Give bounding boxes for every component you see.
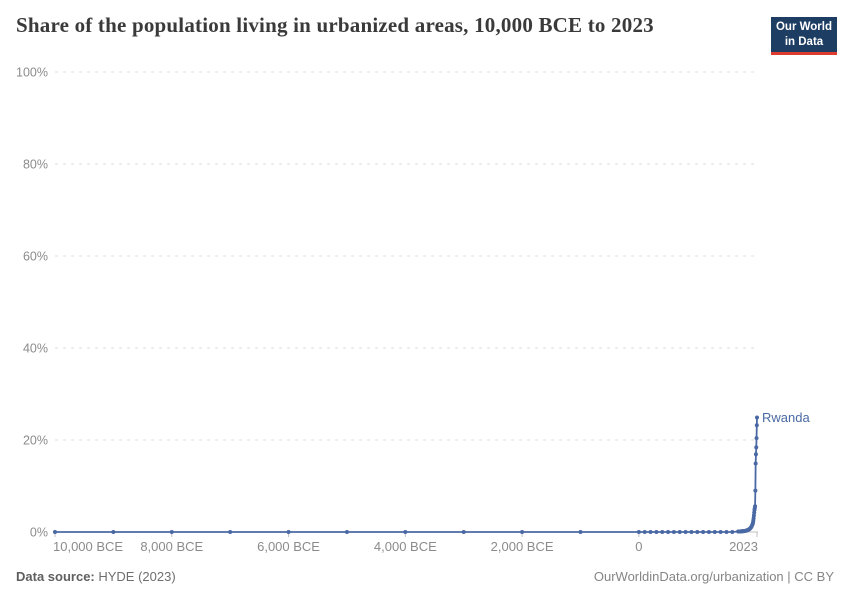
x-tick-label: 10,000 BCE bbox=[53, 539, 123, 554]
x-tick-label: 0 bbox=[635, 539, 642, 554]
data-point[interactable] bbox=[695, 530, 700, 534]
data-point[interactable] bbox=[712, 530, 717, 534]
series-label[interactable]: Rwanda bbox=[762, 410, 810, 425]
credit-link[interactable]: OurWorldinData.org/urbanization | CC BY bbox=[593, 569, 834, 584]
data-point[interactable] bbox=[706, 530, 711, 534]
data-point[interactable] bbox=[753, 488, 758, 493]
data-point[interactable] bbox=[403, 530, 408, 534]
y-tick-label: 80% bbox=[23, 158, 48, 172]
data-point[interactable] bbox=[286, 530, 291, 534]
data-point[interactable] bbox=[636, 530, 641, 534]
x-tick-label: 2023 bbox=[729, 539, 758, 554]
data-point[interactable] bbox=[754, 445, 759, 450]
data-point[interactable] bbox=[689, 530, 694, 534]
data-point[interactable] bbox=[666, 530, 671, 534]
data-point[interactable] bbox=[701, 530, 706, 534]
data-point[interactable] bbox=[730, 530, 735, 534]
data-point[interactable] bbox=[754, 423, 759, 428]
x-tick-label: 8,000 BCE bbox=[140, 539, 203, 554]
data-point[interactable] bbox=[755, 415, 759, 420]
data-point[interactable] bbox=[642, 530, 647, 534]
data-point[interactable] bbox=[754, 436, 759, 441]
x-tick-label: 2,000 BCE bbox=[491, 539, 554, 554]
data-point[interactable] bbox=[111, 530, 116, 534]
data-source: Data source: HYDE (2023) bbox=[16, 569, 176, 584]
data-point[interactable] bbox=[520, 530, 525, 534]
data-point[interactable] bbox=[461, 530, 466, 534]
data-point[interactable] bbox=[169, 530, 174, 534]
data-line[interactable] bbox=[54, 416, 758, 533]
data-point[interactable] bbox=[344, 530, 349, 534]
owid-logo-line2: in Data bbox=[784, 35, 824, 48]
y-tick-label: 100% bbox=[16, 66, 48, 80]
chart-footer: Data source: HYDE (2023) OurWorldinData.… bbox=[16, 569, 834, 584]
y-tick-label: 60% bbox=[23, 250, 48, 264]
data-point[interactable] bbox=[228, 530, 233, 534]
data-point[interactable] bbox=[753, 504, 758, 509]
data-point[interactable] bbox=[677, 530, 682, 534]
owid-logo[interactable]: Our World in Data bbox=[771, 17, 837, 55]
data-point[interactable] bbox=[753, 452, 758, 457]
data-point[interactable] bbox=[578, 530, 583, 534]
data-point[interactable] bbox=[648, 530, 653, 534]
y-tick-label: 0% bbox=[30, 526, 48, 540]
x-tick-label: 4,000 BCE bbox=[374, 539, 437, 554]
chart-title: Share of the population living in urbani… bbox=[16, 13, 654, 37]
data-point[interactable] bbox=[718, 530, 723, 534]
x-tick-label: 6,000 BCE bbox=[257, 539, 320, 554]
data-point[interactable] bbox=[660, 530, 665, 534]
y-tick-label: 40% bbox=[23, 342, 48, 356]
y-tick-label: 20% bbox=[23, 434, 48, 448]
data-point[interactable] bbox=[53, 530, 57, 534]
data-source-value: HYDE (2023) bbox=[94, 569, 176, 584]
data-point[interactable] bbox=[753, 461, 758, 466]
owid-logo-line1: Our World bbox=[775, 21, 832, 33]
data-point[interactable] bbox=[671, 530, 676, 534]
data-source-label: Data source: bbox=[16, 569, 95, 584]
data-point[interactable] bbox=[683, 530, 688, 534]
data-point[interactable] bbox=[724, 530, 729, 534]
data-point[interactable] bbox=[654, 530, 659, 534]
